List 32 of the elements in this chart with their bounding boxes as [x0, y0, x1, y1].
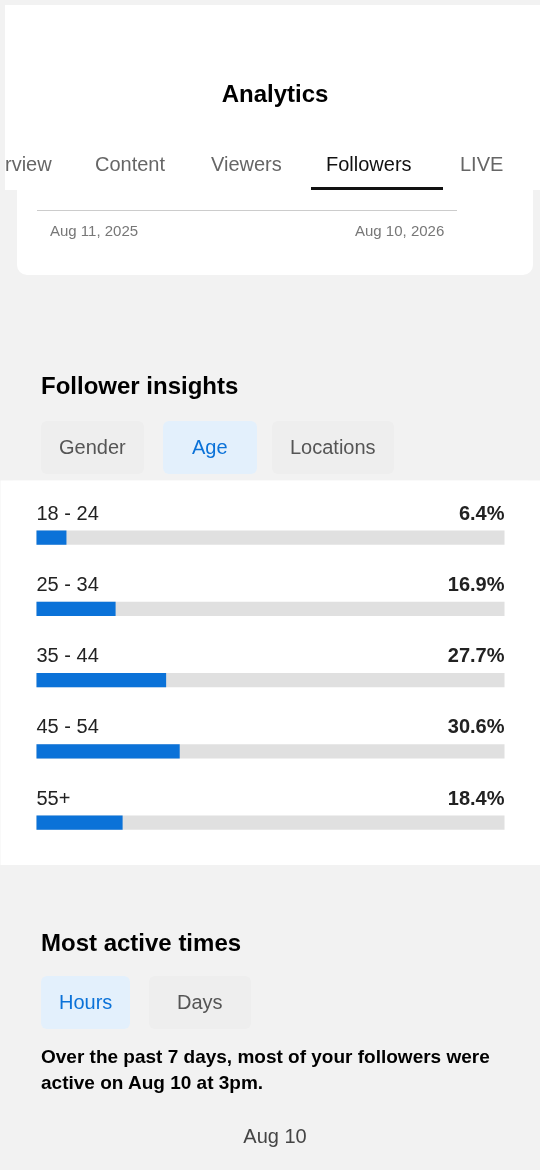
text: Content: [95, 152, 166, 177]
bar: [36, 673, 167, 688]
text: Hours: [41, 976, 131, 1029]
text: Analytics: [220, 79, 330, 109]
bar: [36, 815, 123, 830]
data-label: 27.7%: [447, 644, 505, 667]
text: Days: [149, 976, 251, 1029]
y-tick-label: 55+: [36, 786, 71, 809]
data-label: 16.9%: [447, 572, 505, 595]
text: Gender: [41, 421, 144, 474]
y-tick-label: 35 - 44: [36, 644, 99, 667]
text: Viewers: [211, 152, 282, 177]
bar: [36, 530, 67, 545]
y-tick-label: 45 - 54: [36, 715, 99, 738]
text: Locations: [272, 421, 394, 474]
text: Age: [163, 421, 257, 474]
text: rview: [5, 152, 52, 177]
text: Most active times: [41, 928, 242, 958]
data-label: 30.6%: [447, 715, 505, 738]
text: Aug 10: [242, 1124, 308, 1149]
text: LIVE: [460, 152, 504, 177]
y-tick-label: 25 - 34: [36, 572, 99, 595]
data-label: 6.4%: [458, 501, 505, 524]
bar: [36, 744, 180, 759]
data-label: 18.4%: [447, 786, 505, 809]
chart-title: Follower insights: [41, 371, 239, 401]
text: Aug 10, 2026: [355, 221, 445, 241]
text: Over the past 7 days, most of your followers were active on Aug 10 at 3pm.: [41, 1045, 491, 1095]
bar: [36, 601, 116, 616]
text: Followers: [326, 152, 412, 177]
y-tick-label: 18 - 24: [36, 501, 99, 524]
text: Aug 11, 2025: [50, 221, 139, 241]
